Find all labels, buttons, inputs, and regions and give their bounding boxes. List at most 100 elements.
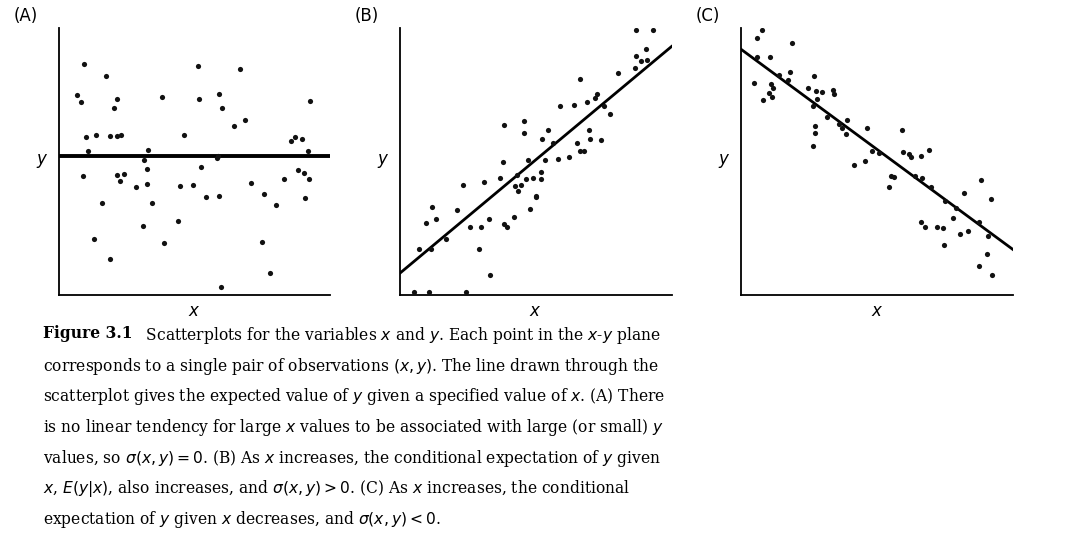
Point — [764, 83, 781, 92]
Point — [545, 138, 562, 147]
Point — [819, 113, 836, 122]
Point — [301, 97, 318, 106]
Point — [197, 193, 214, 202]
Point — [72, 98, 90, 107]
Point — [566, 101, 583, 110]
Point — [903, 153, 920, 162]
Point — [226, 121, 243, 130]
Point — [510, 187, 527, 196]
Point — [192, 162, 209, 171]
Point — [78, 132, 95, 141]
Point — [482, 270, 499, 279]
Point — [516, 128, 533, 137]
Point — [516, 116, 533, 125]
Point — [190, 61, 207, 70]
Point — [935, 224, 952, 233]
Point — [405, 287, 422, 296]
Point — [475, 177, 492, 186]
Point — [893, 125, 910, 134]
Point — [970, 261, 987, 270]
Point — [881, 182, 898, 191]
Point — [936, 196, 953, 205]
Point — [156, 239, 173, 247]
Point — [455, 180, 472, 189]
Point — [127, 182, 144, 191]
Point — [437, 234, 454, 243]
Point — [286, 132, 303, 141]
Point — [568, 138, 585, 147]
Point — [521, 205, 538, 214]
Point — [496, 120, 513, 129]
X-axis label: $x$: $x$ — [530, 301, 542, 320]
Point — [755, 95, 772, 104]
Point — [806, 71, 823, 80]
Point — [491, 173, 508, 182]
Point — [506, 212, 523, 221]
Point — [102, 131, 119, 140]
X-axis label: $x$: $x$ — [871, 301, 883, 320]
Point — [552, 102, 569, 111]
Point — [254, 237, 271, 246]
Point — [837, 130, 854, 138]
Point — [971, 217, 988, 226]
Point — [210, 90, 227, 98]
Point — [593, 136, 610, 145]
Point — [296, 193, 313, 202]
Text: Scatterplots for the variables $x$ and $y$. Each point in the $x$-$y$ plane: Scatterplots for the variables $x$ and $… — [131, 325, 661, 346]
Point — [418, 219, 435, 228]
Text: corresponds to a single pair of observations $(x, y)$. The line drawn through th: corresponds to a single pair of observat… — [43, 356, 659, 377]
Point — [834, 123, 851, 132]
Point — [639, 56, 656, 64]
Point — [296, 169, 313, 178]
Point — [916, 223, 933, 232]
Point — [550, 155, 567, 163]
Point — [261, 268, 278, 277]
Point — [135, 222, 152, 231]
Point — [536, 156, 553, 165]
Point — [98, 72, 115, 81]
Point — [746, 78, 763, 87]
Point — [806, 129, 823, 138]
Point — [906, 172, 923, 181]
Point — [421, 287, 438, 296]
Point — [449, 205, 466, 214]
Point — [139, 165, 156, 173]
Point — [984, 270, 1001, 279]
Point — [959, 226, 976, 235]
Point — [528, 191, 545, 200]
Point — [831, 120, 849, 128]
Point — [857, 156, 874, 165]
Point — [498, 222, 515, 231]
Point — [422, 244, 439, 253]
Point — [289, 165, 306, 174]
Point — [293, 134, 310, 143]
Point — [982, 194, 999, 203]
Point — [210, 151, 227, 160]
Point — [213, 104, 230, 113]
Point — [68, 91, 85, 100]
Point — [135, 156, 152, 165]
Text: (B): (B) — [355, 7, 379, 25]
Point — [588, 90, 605, 98]
Point — [301, 175, 318, 183]
X-axis label: $x$: $x$ — [189, 301, 200, 320]
Point — [871, 148, 888, 157]
Point — [637, 44, 655, 53]
Point — [276, 174, 293, 183]
Point — [948, 203, 965, 212]
Point — [85, 235, 102, 244]
Point — [512, 181, 529, 190]
Point — [268, 201, 285, 210]
Point — [781, 68, 798, 77]
Point — [754, 26, 771, 35]
Point — [581, 126, 598, 135]
Point — [102, 255, 119, 264]
Point — [508, 170, 526, 179]
Point — [527, 192, 544, 201]
Point — [472, 222, 489, 231]
Text: scatterplot gives the expected value of $y$ given a specified value of $x$. (A) : scatterplot gives the expected value of … — [43, 386, 665, 408]
Point — [243, 178, 260, 187]
Text: values, so $\sigma(x, y) = 0$. (B) As $x$ increases, the conditional expectation: values, so $\sigma(x, y) = 0$. (B) As $x… — [43, 448, 661, 469]
Point — [519, 156, 536, 165]
Point — [209, 153, 226, 162]
